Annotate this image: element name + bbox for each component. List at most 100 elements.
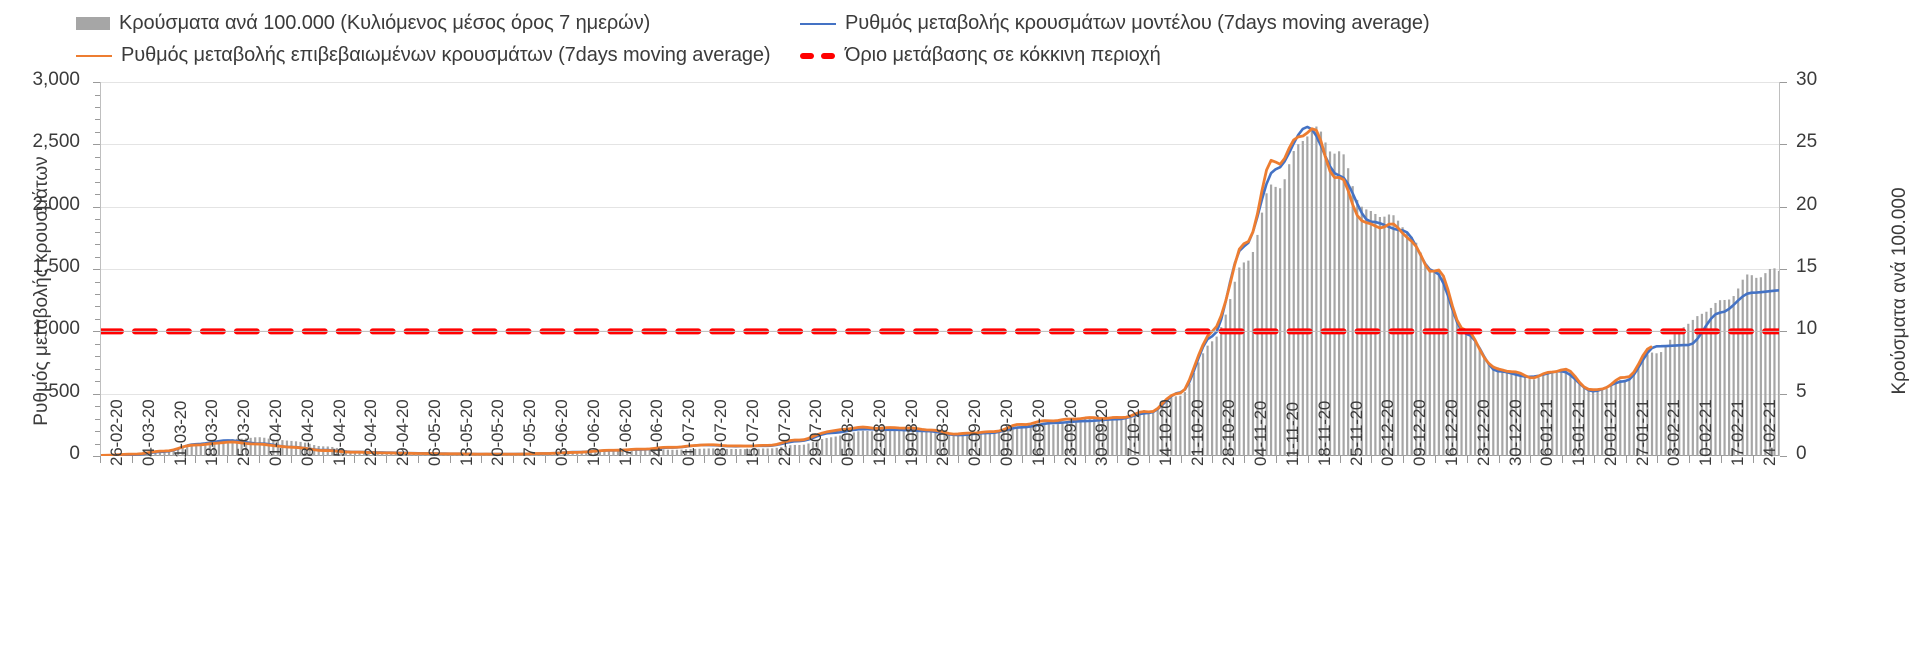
bar [993,432,996,456]
bar [272,439,275,456]
y-axis-minor-tick [95,418,100,420]
bar [567,452,570,456]
bar [1038,424,1041,456]
bar [875,430,878,456]
legend-item-confirmed-rate[interactable]: Ρυθμός μεταβολής επιβεβαιωμένων κρουσμάτ… [76,44,771,67]
x-axis-tick-mark [1657,456,1659,463]
bar [1406,232,1409,456]
x-axis-tick-label: 10-02-21 [1696,399,1716,466]
x-axis-tick-mark [926,456,928,463]
legend-item-model-rate[interactable]: Ρυθμός μεταβολής κρουσμάτων μοντέλου (7d… [800,12,1430,35]
y-axis-right-tick-mark [1780,456,1787,457]
bar [616,450,620,456]
y-axis-right-tick-label: 0 [1796,443,1807,464]
bar [1251,251,1255,456]
legend-item-red-zone-threshold[interactable]: Όριο μετάβασης σε κόκκινη περιοχή [800,44,1161,67]
bar [1374,213,1377,456]
bar [1682,327,1685,456]
legend-item-cases-per-100k[interactable]: Κρούσματα ανά 100.000 (Κυλιόμενος μέσος … [76,12,650,35]
bar [635,450,638,456]
bar [258,437,261,456]
bar [1201,353,1205,456]
x-axis-tick-label: 27-05-20 [520,399,540,466]
y-axis-right-title: Κρούσματα ανά 100.000 [1889,187,1910,395]
bar [1728,299,1731,456]
bar [771,448,774,456]
bar [1142,410,1146,456]
bar [1474,340,1477,456]
bar [1591,389,1595,456]
bar [1646,354,1649,456]
bar [1437,269,1440,456]
bar [1279,188,1282,456]
y-axis-left-tick-label: 2,000 [32,193,80,215]
bar [1401,227,1404,456]
y-axis-minor-tick [95,406,100,408]
bar [199,444,202,456]
bar [585,451,588,456]
bar [1292,151,1295,456]
bar [195,445,198,456]
x-axis-tick-mark [1498,456,1500,463]
bar [1632,375,1635,456]
x-axis-tick-label: 11-03-20 [170,400,190,466]
line-series-confirmed [101,127,1653,456]
bar [1628,379,1631,456]
bar [176,449,180,456]
bar [245,438,248,456]
y-axis-tick-mark [93,82,100,83]
x-axis-tick-mark [735,456,737,463]
y-axis-tick-mark [93,206,100,208]
bar [1623,379,1626,456]
bar [716,448,719,456]
bar [548,454,552,456]
bar [662,449,665,456]
bar [648,450,651,456]
bar [907,428,910,456]
y-axis-left-tick-label: 500 [48,380,80,402]
bar [703,448,706,456]
y-axis-minor-tick [95,131,100,133]
bar [1383,216,1386,456]
y-axis-left-title: Ρυθμός μεταβολής κρουσμάτων [31,156,52,426]
x-axis-tick-label: 23-12-20 [1473,399,1493,466]
bar [1229,299,1232,456]
bar [1669,339,1672,456]
bar [1578,382,1581,456]
y-axis-minor-tick [95,381,100,383]
bar [1084,419,1087,456]
bar [149,453,152,456]
bar [1133,412,1137,456]
bar [1269,184,1273,456]
bar [1256,234,1259,456]
bar [1206,345,1209,456]
bar [947,434,951,456]
bar [938,431,942,456]
bar [1065,421,1069,456]
x-axis-tick-mark [1466,456,1468,463]
bar [1455,320,1459,456]
bar [231,439,234,456]
bar [1183,392,1186,456]
y-axis-right-tick-label: 5 [1796,380,1807,402]
bar [1288,164,1291,456]
bar-series [118,126,1779,456]
bar [798,444,801,456]
x-axis-tick-label: 15-07-20 [742,399,762,466]
x-axis-tick-label: 06-01-21 [1537,399,1557,466]
bar [952,434,955,456]
bar [984,432,987,456]
bar [1215,336,1218,456]
x-axis-tick-mark [1593,456,1595,463]
gridline [101,393,1779,395]
bar [929,430,933,456]
bar [1070,421,1073,456]
x-axis-tick-label: 18-11-20 [1314,400,1334,466]
bar [1387,214,1391,456]
bar [1691,319,1694,456]
bar [870,431,874,456]
bar [830,437,833,456]
bar [1351,186,1354,456]
bar [1093,418,1096,456]
